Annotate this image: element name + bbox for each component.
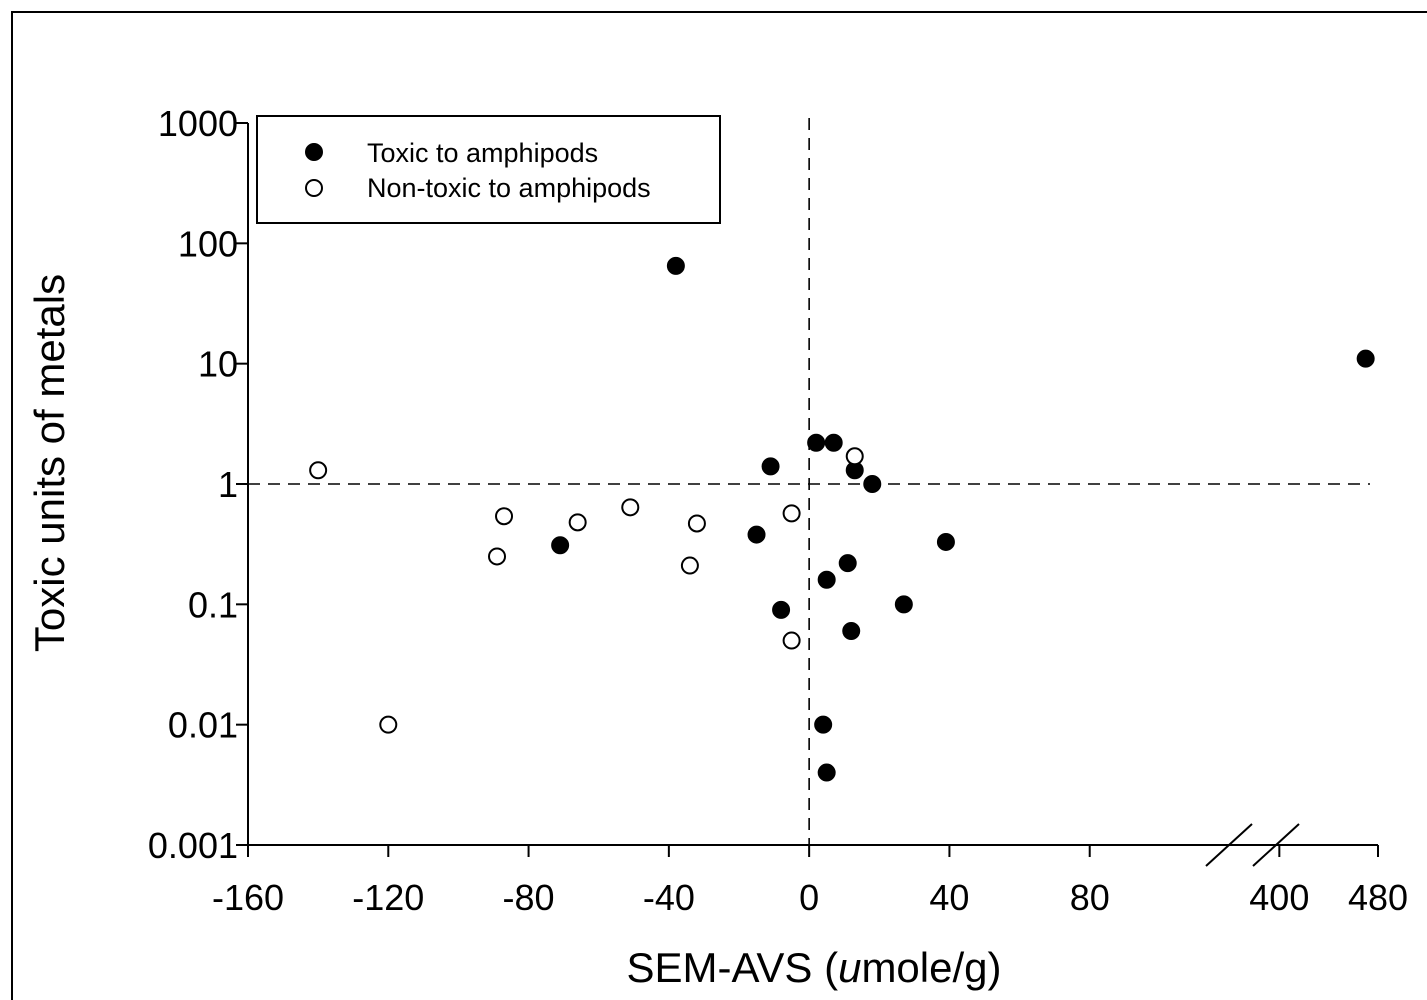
- y-tick-label: 1: [218, 464, 238, 505]
- y-axis-title: Toxic units of metals: [26, 274, 73, 652]
- point-toxic: [817, 570, 836, 589]
- x-tick-label: -120: [352, 877, 424, 918]
- point-non-toxic: [621, 498, 640, 517]
- point-non-toxic: [782, 631, 801, 650]
- y-tick-label: 100: [178, 223, 238, 264]
- point-toxic: [824, 433, 843, 452]
- x-tick-label: 40: [929, 877, 969, 918]
- point-toxic: [551, 536, 570, 555]
- point-non-toxic: [568, 513, 587, 532]
- x-ticks: -160 -120 -80 -40 0 40 80 400 480: [212, 845, 1408, 918]
- legend: Toxic to amphipods Non-toxic to amphipod…: [256, 115, 721, 224]
- legend-marker-toxic: [305, 143, 323, 161]
- x-tick-label: -40: [643, 877, 695, 918]
- point-toxic: [761, 457, 780, 476]
- point-toxic: [817, 763, 836, 782]
- outer-border: [11, 11, 1427, 1000]
- point-toxic: [894, 595, 913, 614]
- axes: [247, 123, 1378, 867]
- point-non-toxic: [495, 507, 514, 526]
- x-tick-label: 80: [1070, 877, 1110, 918]
- point-non-toxic: [782, 504, 801, 523]
- legend-label-toxic: Toxic to amphipods: [367, 138, 598, 168]
- point-non-toxic: [845, 447, 864, 466]
- point-toxic: [814, 715, 833, 734]
- legend-box: [256, 115, 721, 224]
- legend-marker-non-toxic: [305, 179, 323, 197]
- y-tick-label: 1000: [158, 103, 238, 144]
- x-tick-label: 480: [1348, 877, 1408, 918]
- x-tick-label: 400: [1249, 877, 1309, 918]
- point-toxic: [1356, 349, 1375, 368]
- point-toxic: [838, 554, 857, 573]
- legend-label-non-toxic: Non-toxic to amphipods: [367, 173, 651, 203]
- reference-lines: [248, 118, 1370, 845]
- y-tick-label: 10: [198, 344, 238, 385]
- point-non-toxic: [680, 556, 699, 575]
- point-toxic: [936, 532, 955, 551]
- point-toxic: [747, 525, 766, 544]
- y-tick-label: 0.001: [148, 825, 238, 866]
- point-toxic: [772, 600, 791, 619]
- x-axis-title: SEM-AVS (umole/g): [626, 944, 1001, 991]
- x-tick-label: 0: [799, 877, 819, 918]
- y-tick-label: 0.01: [168, 705, 238, 746]
- point-toxic: [863, 475, 882, 493]
- point-toxic: [807, 433, 826, 452]
- point-non-toxic: [309, 461, 328, 480]
- y-tick-label: 0.1: [188, 584, 238, 625]
- point-non-toxic: [687, 514, 706, 533]
- data-points: [309, 256, 1375, 782]
- point-toxic: [842, 622, 861, 641]
- x-tick-label: -160: [212, 877, 284, 918]
- point-non-toxic: [488, 547, 507, 566]
- point-toxic: [666, 256, 685, 275]
- y-ticks: 1000 100 10 1 0.1 0.01 0.001: [148, 103, 248, 866]
- point-non-toxic: [379, 715, 398, 734]
- axis-break-mark-right: [1252, 823, 1300, 867]
- x-tick-label: -80: [503, 877, 555, 918]
- axis-break-mark-left: [1205, 823, 1253, 867]
